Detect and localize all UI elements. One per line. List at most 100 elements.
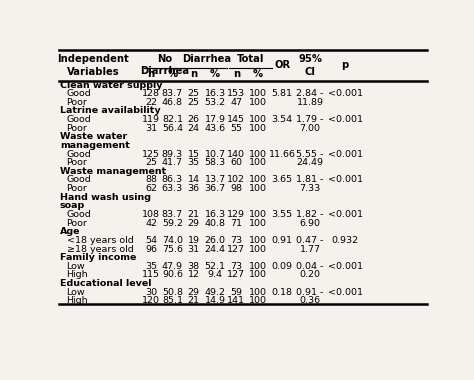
Text: <0.001: <0.001 xyxy=(328,210,363,219)
Text: 0.18: 0.18 xyxy=(272,288,293,297)
Text: %: % xyxy=(253,69,263,79)
Text: 13.7: 13.7 xyxy=(204,176,226,184)
Text: High: High xyxy=(66,296,88,305)
Text: management: management xyxy=(60,141,130,150)
Text: 100: 100 xyxy=(249,184,266,193)
Text: 63.3: 63.3 xyxy=(162,184,183,193)
Text: 56.4: 56.4 xyxy=(162,124,183,133)
Text: 98: 98 xyxy=(230,184,242,193)
Text: Poor: Poor xyxy=(66,184,88,193)
Text: 19: 19 xyxy=(188,236,200,245)
Text: Waste management: Waste management xyxy=(60,167,166,176)
Text: 21: 21 xyxy=(188,296,200,305)
Text: <0.001: <0.001 xyxy=(328,176,363,184)
Text: 17.9: 17.9 xyxy=(204,115,226,124)
Text: Independent
Variables: Independent Variables xyxy=(57,54,129,77)
Text: 1.82 -: 1.82 - xyxy=(296,210,324,219)
Text: 102: 102 xyxy=(228,176,246,184)
Text: 42: 42 xyxy=(145,218,157,228)
Text: 129: 129 xyxy=(228,210,246,219)
Text: 100: 100 xyxy=(249,245,266,253)
Text: <0.001: <0.001 xyxy=(328,115,363,124)
Text: Educational level: Educational level xyxy=(60,279,152,288)
Text: 11.66: 11.66 xyxy=(269,150,296,158)
Text: 125: 125 xyxy=(142,150,160,158)
Text: 46.8: 46.8 xyxy=(162,98,183,107)
Text: High: High xyxy=(66,271,88,279)
Text: 3.65: 3.65 xyxy=(272,176,293,184)
Text: 31: 31 xyxy=(188,245,200,253)
Text: 1.77: 1.77 xyxy=(300,245,320,253)
Text: 53.2: 53.2 xyxy=(204,98,226,107)
Text: ≥18 years old: ≥18 years old xyxy=(66,245,133,253)
Text: Poor: Poor xyxy=(66,218,88,228)
Text: 55: 55 xyxy=(230,124,242,133)
Text: Good: Good xyxy=(66,210,91,219)
Text: n: n xyxy=(233,69,240,79)
Text: 15: 15 xyxy=(188,150,200,158)
Text: 100: 100 xyxy=(249,271,266,279)
Text: Low: Low xyxy=(66,262,85,271)
Text: 83.7: 83.7 xyxy=(162,210,183,219)
Text: 14: 14 xyxy=(188,176,200,184)
Text: 141: 141 xyxy=(228,296,246,305)
Text: Clean water supply: Clean water supply xyxy=(60,81,163,90)
Text: OR: OR xyxy=(274,60,290,70)
Text: 100: 100 xyxy=(249,115,266,124)
Text: 95%
CI: 95% CI xyxy=(298,54,322,77)
Text: 3.55: 3.55 xyxy=(272,210,293,219)
Text: 7.33: 7.33 xyxy=(300,184,321,193)
Text: soap: soap xyxy=(60,201,85,211)
Text: 153: 153 xyxy=(227,89,246,98)
Text: 74.0: 74.0 xyxy=(162,236,183,245)
Text: 0.932: 0.932 xyxy=(331,236,359,245)
Text: 73: 73 xyxy=(230,262,242,271)
Text: 21: 21 xyxy=(188,210,200,219)
Text: Low: Low xyxy=(66,288,85,297)
Text: 120: 120 xyxy=(142,296,160,305)
Text: 89.3: 89.3 xyxy=(162,150,183,158)
Text: Waste water: Waste water xyxy=(60,132,127,141)
Text: 47.9: 47.9 xyxy=(162,262,183,271)
Text: 36.7: 36.7 xyxy=(204,184,226,193)
Text: 0.91 -: 0.91 - xyxy=(296,288,324,297)
Text: 71: 71 xyxy=(230,218,242,228)
Text: 29: 29 xyxy=(188,288,200,297)
Text: 29: 29 xyxy=(188,218,200,228)
Text: Latrine availability: Latrine availability xyxy=(60,106,161,116)
Text: 85.1: 85.1 xyxy=(162,296,183,305)
Text: n: n xyxy=(147,69,155,79)
Text: 14.9: 14.9 xyxy=(204,296,226,305)
Text: 25: 25 xyxy=(145,158,157,167)
Text: 3.54: 3.54 xyxy=(272,115,293,124)
Text: 47: 47 xyxy=(230,98,242,107)
Text: 25: 25 xyxy=(188,89,200,98)
Text: 100: 100 xyxy=(249,218,266,228)
Text: 25: 25 xyxy=(188,98,200,107)
Text: 22: 22 xyxy=(145,98,157,107)
Text: <18 years old: <18 years old xyxy=(66,236,133,245)
Text: 16.3: 16.3 xyxy=(204,89,226,98)
Text: 100: 100 xyxy=(249,210,266,219)
Text: 16.3: 16.3 xyxy=(204,210,226,219)
Text: 115: 115 xyxy=(142,271,160,279)
Text: p: p xyxy=(341,60,349,70)
Text: Good: Good xyxy=(66,89,91,98)
Text: 88: 88 xyxy=(145,176,157,184)
Text: 0.04 -: 0.04 - xyxy=(296,262,324,271)
Text: 9.4: 9.4 xyxy=(208,271,222,279)
Text: 0.47 -: 0.47 - xyxy=(296,236,324,245)
Text: 100: 100 xyxy=(249,296,266,305)
Text: 12: 12 xyxy=(188,271,200,279)
Text: 127: 127 xyxy=(228,245,246,253)
Text: 40.8: 40.8 xyxy=(204,218,226,228)
Text: 1.81 -: 1.81 - xyxy=(296,176,324,184)
Text: Good: Good xyxy=(66,150,91,158)
Text: 62: 62 xyxy=(145,184,157,193)
Text: 59.2: 59.2 xyxy=(162,218,183,228)
Text: 128: 128 xyxy=(142,89,160,98)
Text: 145: 145 xyxy=(228,115,246,124)
Text: 36: 36 xyxy=(188,184,200,193)
Text: %: % xyxy=(210,69,220,79)
Text: 58.3: 58.3 xyxy=(204,158,226,167)
